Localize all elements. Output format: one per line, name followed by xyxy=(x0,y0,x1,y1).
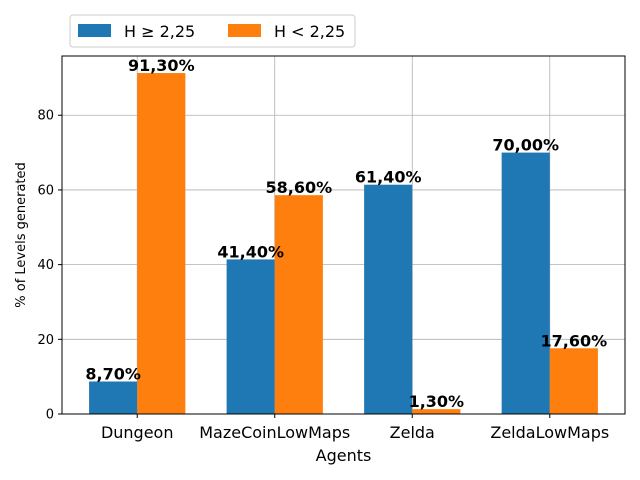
bars xyxy=(89,73,598,415)
x-tick-label: MazeCoinLowMaps xyxy=(199,423,350,442)
x-axis-ticks: Dungeon MazeCoinLowMaps Zelda ZeldaLowMaps xyxy=(101,414,609,442)
legend-swatch-0 xyxy=(78,24,111,37)
bar-series-1-0 xyxy=(137,73,186,415)
data-label: 70,00% xyxy=(492,136,559,155)
y-tick-label: 40 xyxy=(37,258,54,273)
plot-frame xyxy=(61,55,626,415)
y-axis-ticks: 0 20 40 60 80 xyxy=(37,109,62,423)
data-label: 41,40% xyxy=(217,242,284,261)
bar-series-1-1 xyxy=(274,195,323,414)
x-tick-label: Zelda xyxy=(390,423,435,442)
bar-series-0-2 xyxy=(364,184,413,414)
bar-series-1-2 xyxy=(412,409,461,414)
bar-series-0-0 xyxy=(89,381,138,414)
data-label: 58,60% xyxy=(265,178,332,197)
legend: H ≥ 2,25 H < 2,25 xyxy=(69,14,356,48)
bar-series-1-3 xyxy=(549,348,598,414)
legend-label-1: H < 2,25 xyxy=(274,22,345,41)
x-tick-label: ZeldaLowMaps xyxy=(490,423,609,442)
data-label: 1,30% xyxy=(409,392,465,411)
x-tick-label: Dungeon xyxy=(101,423,174,442)
y-tick-label: 60 xyxy=(37,183,54,198)
y-tick-label: 0 xyxy=(46,408,54,423)
y-tick-label: 20 xyxy=(37,333,54,348)
data-label: 8,70% xyxy=(85,365,141,384)
legend-swatch-1 xyxy=(228,24,261,37)
bar-series-0-3 xyxy=(501,152,550,414)
legend-label-0: H ≥ 2,25 xyxy=(124,22,195,41)
data-label: 91,30% xyxy=(128,56,195,75)
y-tick-label: 80 xyxy=(37,109,54,124)
bar-series-0-1 xyxy=(226,259,275,414)
data-label: 17,60% xyxy=(541,331,608,350)
x-axis-label: Agents xyxy=(316,446,372,465)
data-labels: 8,70% 41,40% 61,40% 70,00% 91,30% 58,60% 1,30%… xyxy=(85,56,607,411)
legend-box xyxy=(69,14,356,48)
data-label: 61,40% xyxy=(355,168,422,187)
y-axis-label: % of Levels generated xyxy=(14,162,29,308)
